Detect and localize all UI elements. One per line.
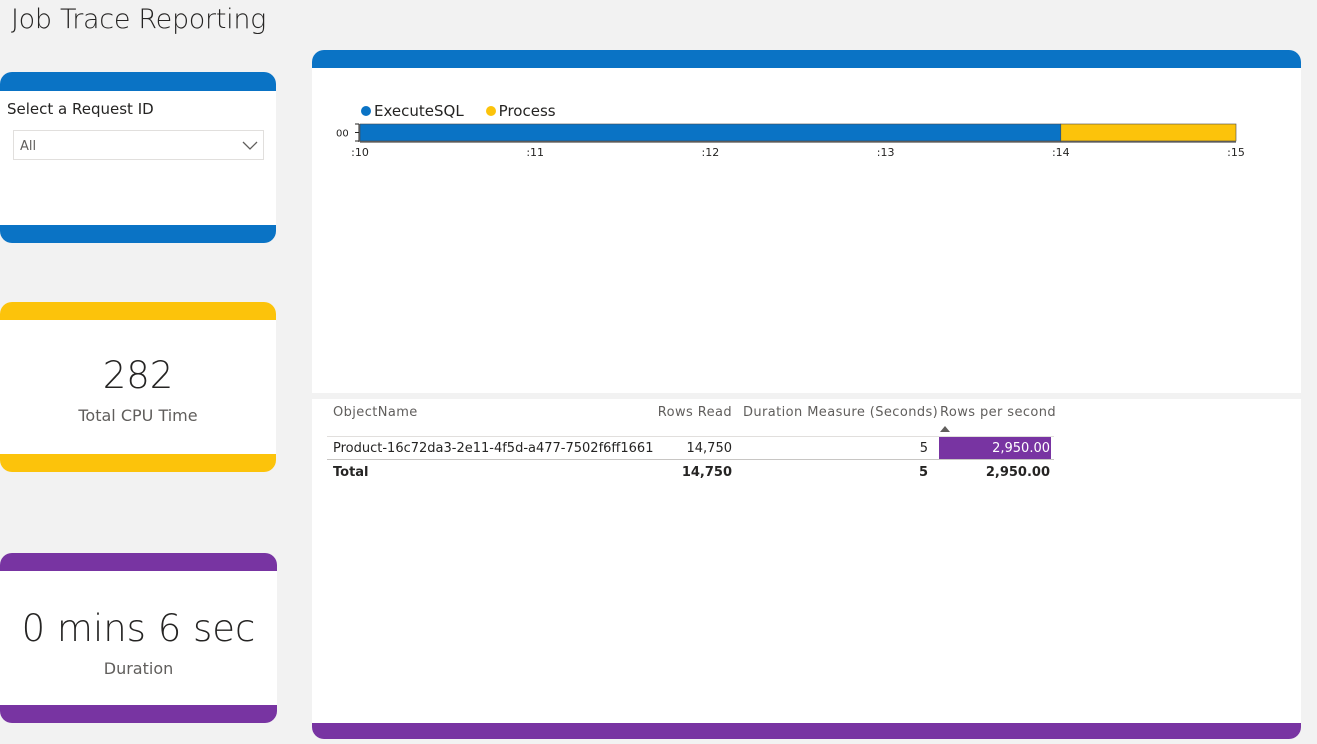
chevron-down-icon	[242, 141, 258, 150]
x-tick-label: :11	[526, 146, 544, 159]
legend-item-process[interactable]: Process	[485, 102, 556, 120]
slicer-label: Select a Request ID	[7, 100, 154, 118]
duration-label: Duration	[103, 659, 174, 678]
request-id-slicer-card: Select a Request ID All	[0, 72, 276, 243]
total-divider	[327, 459, 1054, 460]
card-top-band	[0, 553, 277, 571]
cpu-time-label: Total CPU Time	[78, 406, 198, 425]
rps-data-bar	[939, 437, 1051, 459]
total-rps: 2,950.00	[985, 465, 1050, 480]
legend-item-executesql[interactable]: ExecuteSQL	[361, 102, 464, 120]
row-divider	[327, 436, 1054, 437]
section-divider	[312, 393, 1301, 399]
card-bottom-band	[0, 705, 277, 723]
cell-rows-read: 14,750	[686, 441, 733, 456]
cell-rps: 2,950.00	[992, 441, 1050, 456]
total-label: Total	[333, 465, 369, 480]
dropdown-selected-value: All	[20, 139, 37, 154]
y-axis	[355, 123, 360, 142]
total-duration: 5	[918, 465, 928, 480]
cell-duration: 5	[919, 441, 928, 456]
total-rows-read: 14,750	[681, 465, 732, 480]
bar-process[interactable]	[1060, 123, 1237, 142]
duration-value: 0 mins 6 sec	[21, 607, 256, 650]
x-tick-label: :13	[877, 146, 895, 159]
cpu-time-value: 282	[102, 354, 174, 397]
column-header-rows-read[interactable]: Rows Read	[657, 405, 732, 420]
column-header-rows-per-second[interactable]: Rows per second	[940, 405, 1057, 420]
column-header-duration[interactable]: Duration Measure (Seconds)	[743, 405, 939, 420]
legend-dot	[485, 106, 496, 116]
duration-card: 0 mins 6 sec Duration	[0, 553, 277, 723]
legend-dot	[361, 106, 371, 116]
x-tick-label: :15	[1227, 146, 1245, 159]
legend-label: ExecuteSQL	[374, 102, 464, 120]
x-tick-label: :14	[1052, 146, 1070, 159]
cell-objectname: Product-16c72da3-2e11-4f5d-a477-7502f6ff…	[333, 441, 654, 456]
x-tick-label: :10	[351, 146, 369, 159]
page-title: Job Trace Reporting	[11, 4, 267, 35]
gantt-chart: 00 :10 :11 :12 :13 :14 :15	[336, 123, 1245, 159]
cpu-time-card: 282 Total CPU Time	[0, 302, 276, 472]
card-top-band	[312, 50, 1301, 68]
bar-executesql[interactable]	[359, 123, 1062, 142]
card-bottom-band	[0, 454, 276, 472]
card-top-band	[0, 72, 276, 91]
sort-descending-icon[interactable]	[940, 426, 950, 432]
column-header-objectname[interactable]: ObjectName	[333, 405, 418, 420]
request-id-dropdown[interactable]: All	[13, 130, 264, 160]
x-tick-label: :12	[702, 146, 720, 159]
card-top-band	[0, 302, 276, 320]
legend-label: Process	[498, 102, 556, 120]
chart-legend: ExecuteSQL Process	[361, 102, 578, 120]
card-bottom-band	[312, 723, 1301, 739]
main-visual-card: ExecuteSQL Process 00 :10 :11 :12 :13 :14 :15…	[312, 50, 1301, 739]
category-label: 00	[336, 129, 349, 140]
card-bottom-band	[0, 225, 276, 243]
